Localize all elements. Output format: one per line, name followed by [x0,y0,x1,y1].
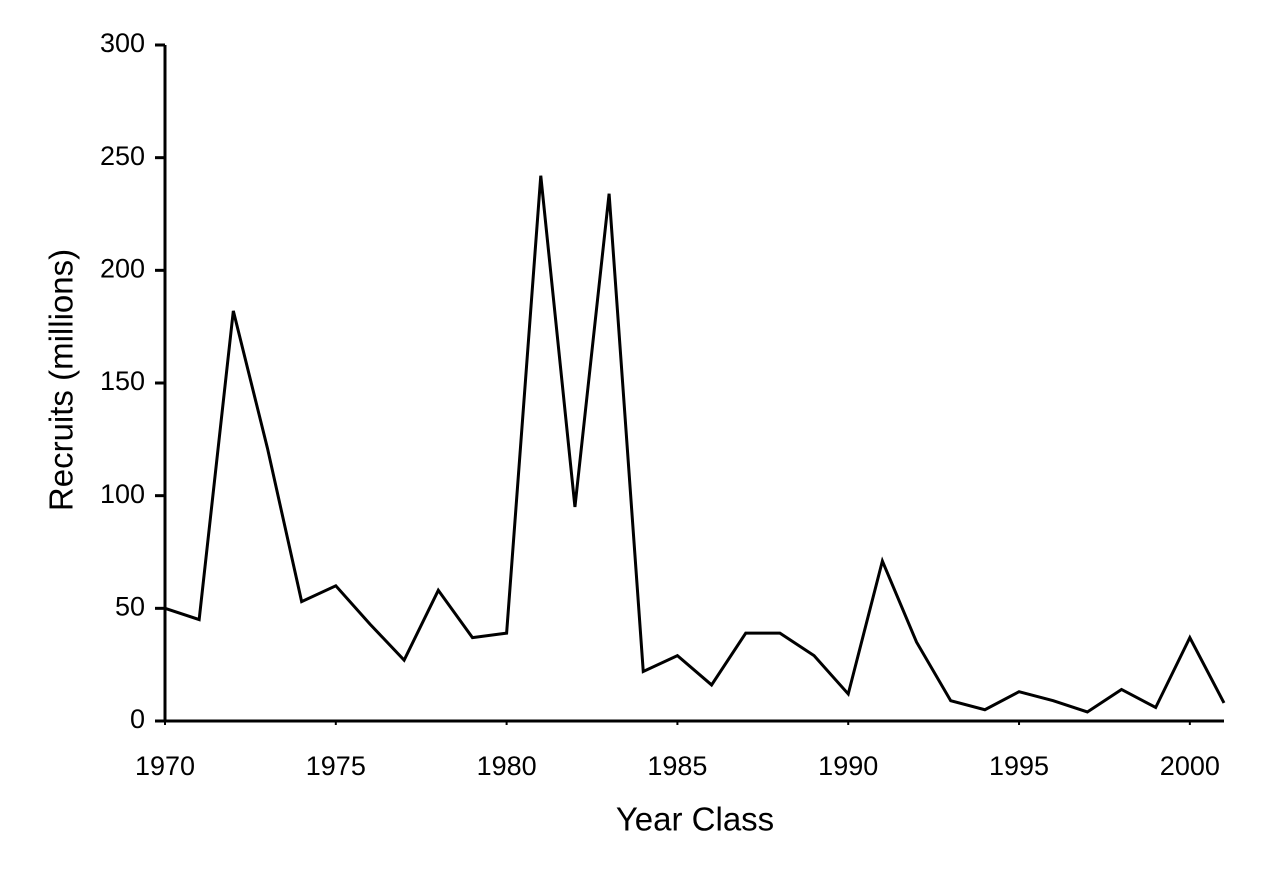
x-tick-label: 1970 [135,751,195,781]
x-tick-label: 1995 [989,751,1049,781]
y-tick-label: 100 [100,479,145,509]
x-tick-label: 1975 [306,751,366,781]
data-line [164,175,1226,714]
y-axis-title: Recruits (millions) [43,249,80,511]
x-tick-label: 1980 [477,751,537,781]
x-axis-title: Year Class [616,801,774,838]
y-tick-label: 250 [100,141,145,171]
x-tick-label: 1990 [818,751,878,781]
y-tick-label: 200 [100,253,145,283]
y-tick-label: 50 [115,591,145,621]
x-tick-label: 1985 [647,751,707,781]
x-tick-label: 2000 [1160,751,1220,781]
y-tick-label: 150 [100,366,145,396]
y-tick-label: 0 [130,704,145,734]
y-tick-label: 300 [100,28,145,58]
